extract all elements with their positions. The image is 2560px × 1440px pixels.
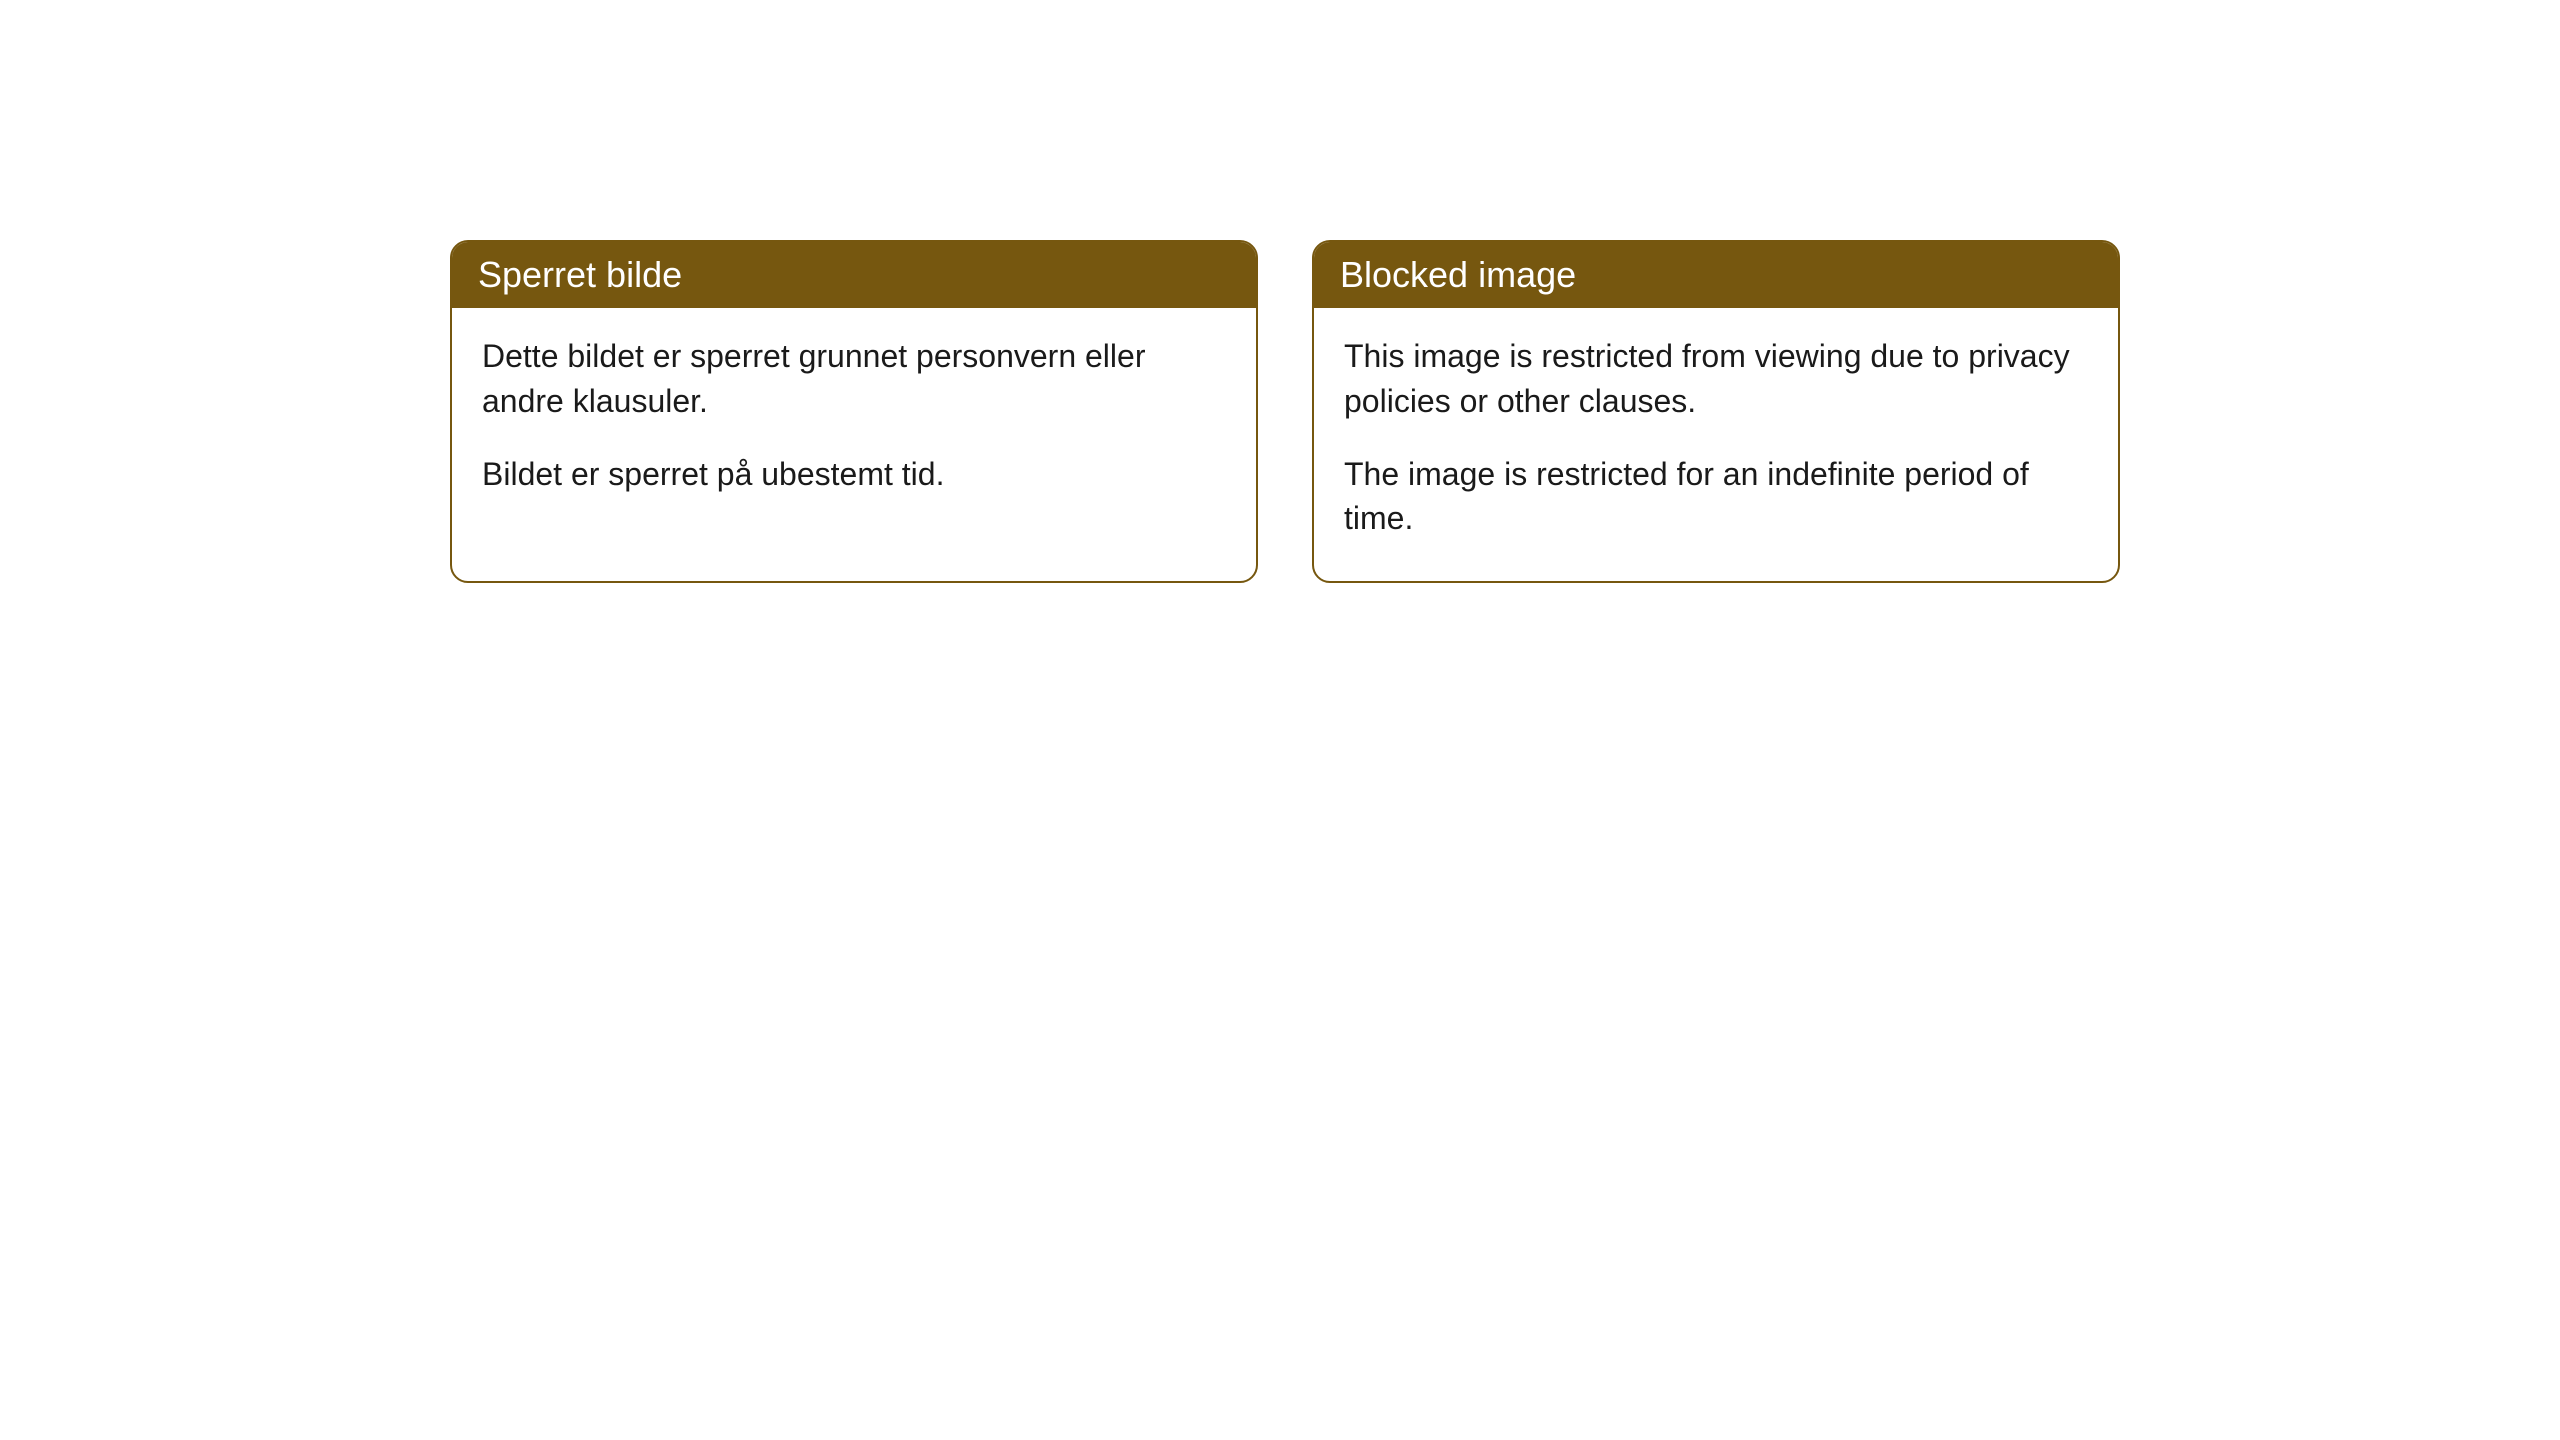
- card-header: Sperret bilde: [452, 242, 1256, 308]
- card-paragraph: Dette bildet er sperret grunnet personve…: [482, 334, 1226, 424]
- card-header: Blocked image: [1314, 242, 2118, 308]
- card-paragraph: Bildet er sperret på ubestemt tid.: [482, 452, 1226, 497]
- notice-card-norwegian: Sperret bilde Dette bildet er sperret gr…: [450, 240, 1258, 583]
- notice-card-english: Blocked image This image is restricted f…: [1312, 240, 2120, 583]
- card-title: Blocked image: [1340, 254, 1576, 295]
- card-body: This image is restricted from viewing du…: [1314, 308, 2118, 581]
- card-paragraph: This image is restricted from viewing du…: [1344, 334, 2088, 424]
- card-body: Dette bildet er sperret grunnet personve…: [452, 308, 1256, 536]
- card-title: Sperret bilde: [478, 254, 682, 295]
- card-paragraph: The image is restricted for an indefinit…: [1344, 452, 2088, 542]
- notice-container: Sperret bilde Dette bildet er sperret gr…: [450, 240, 2120, 583]
